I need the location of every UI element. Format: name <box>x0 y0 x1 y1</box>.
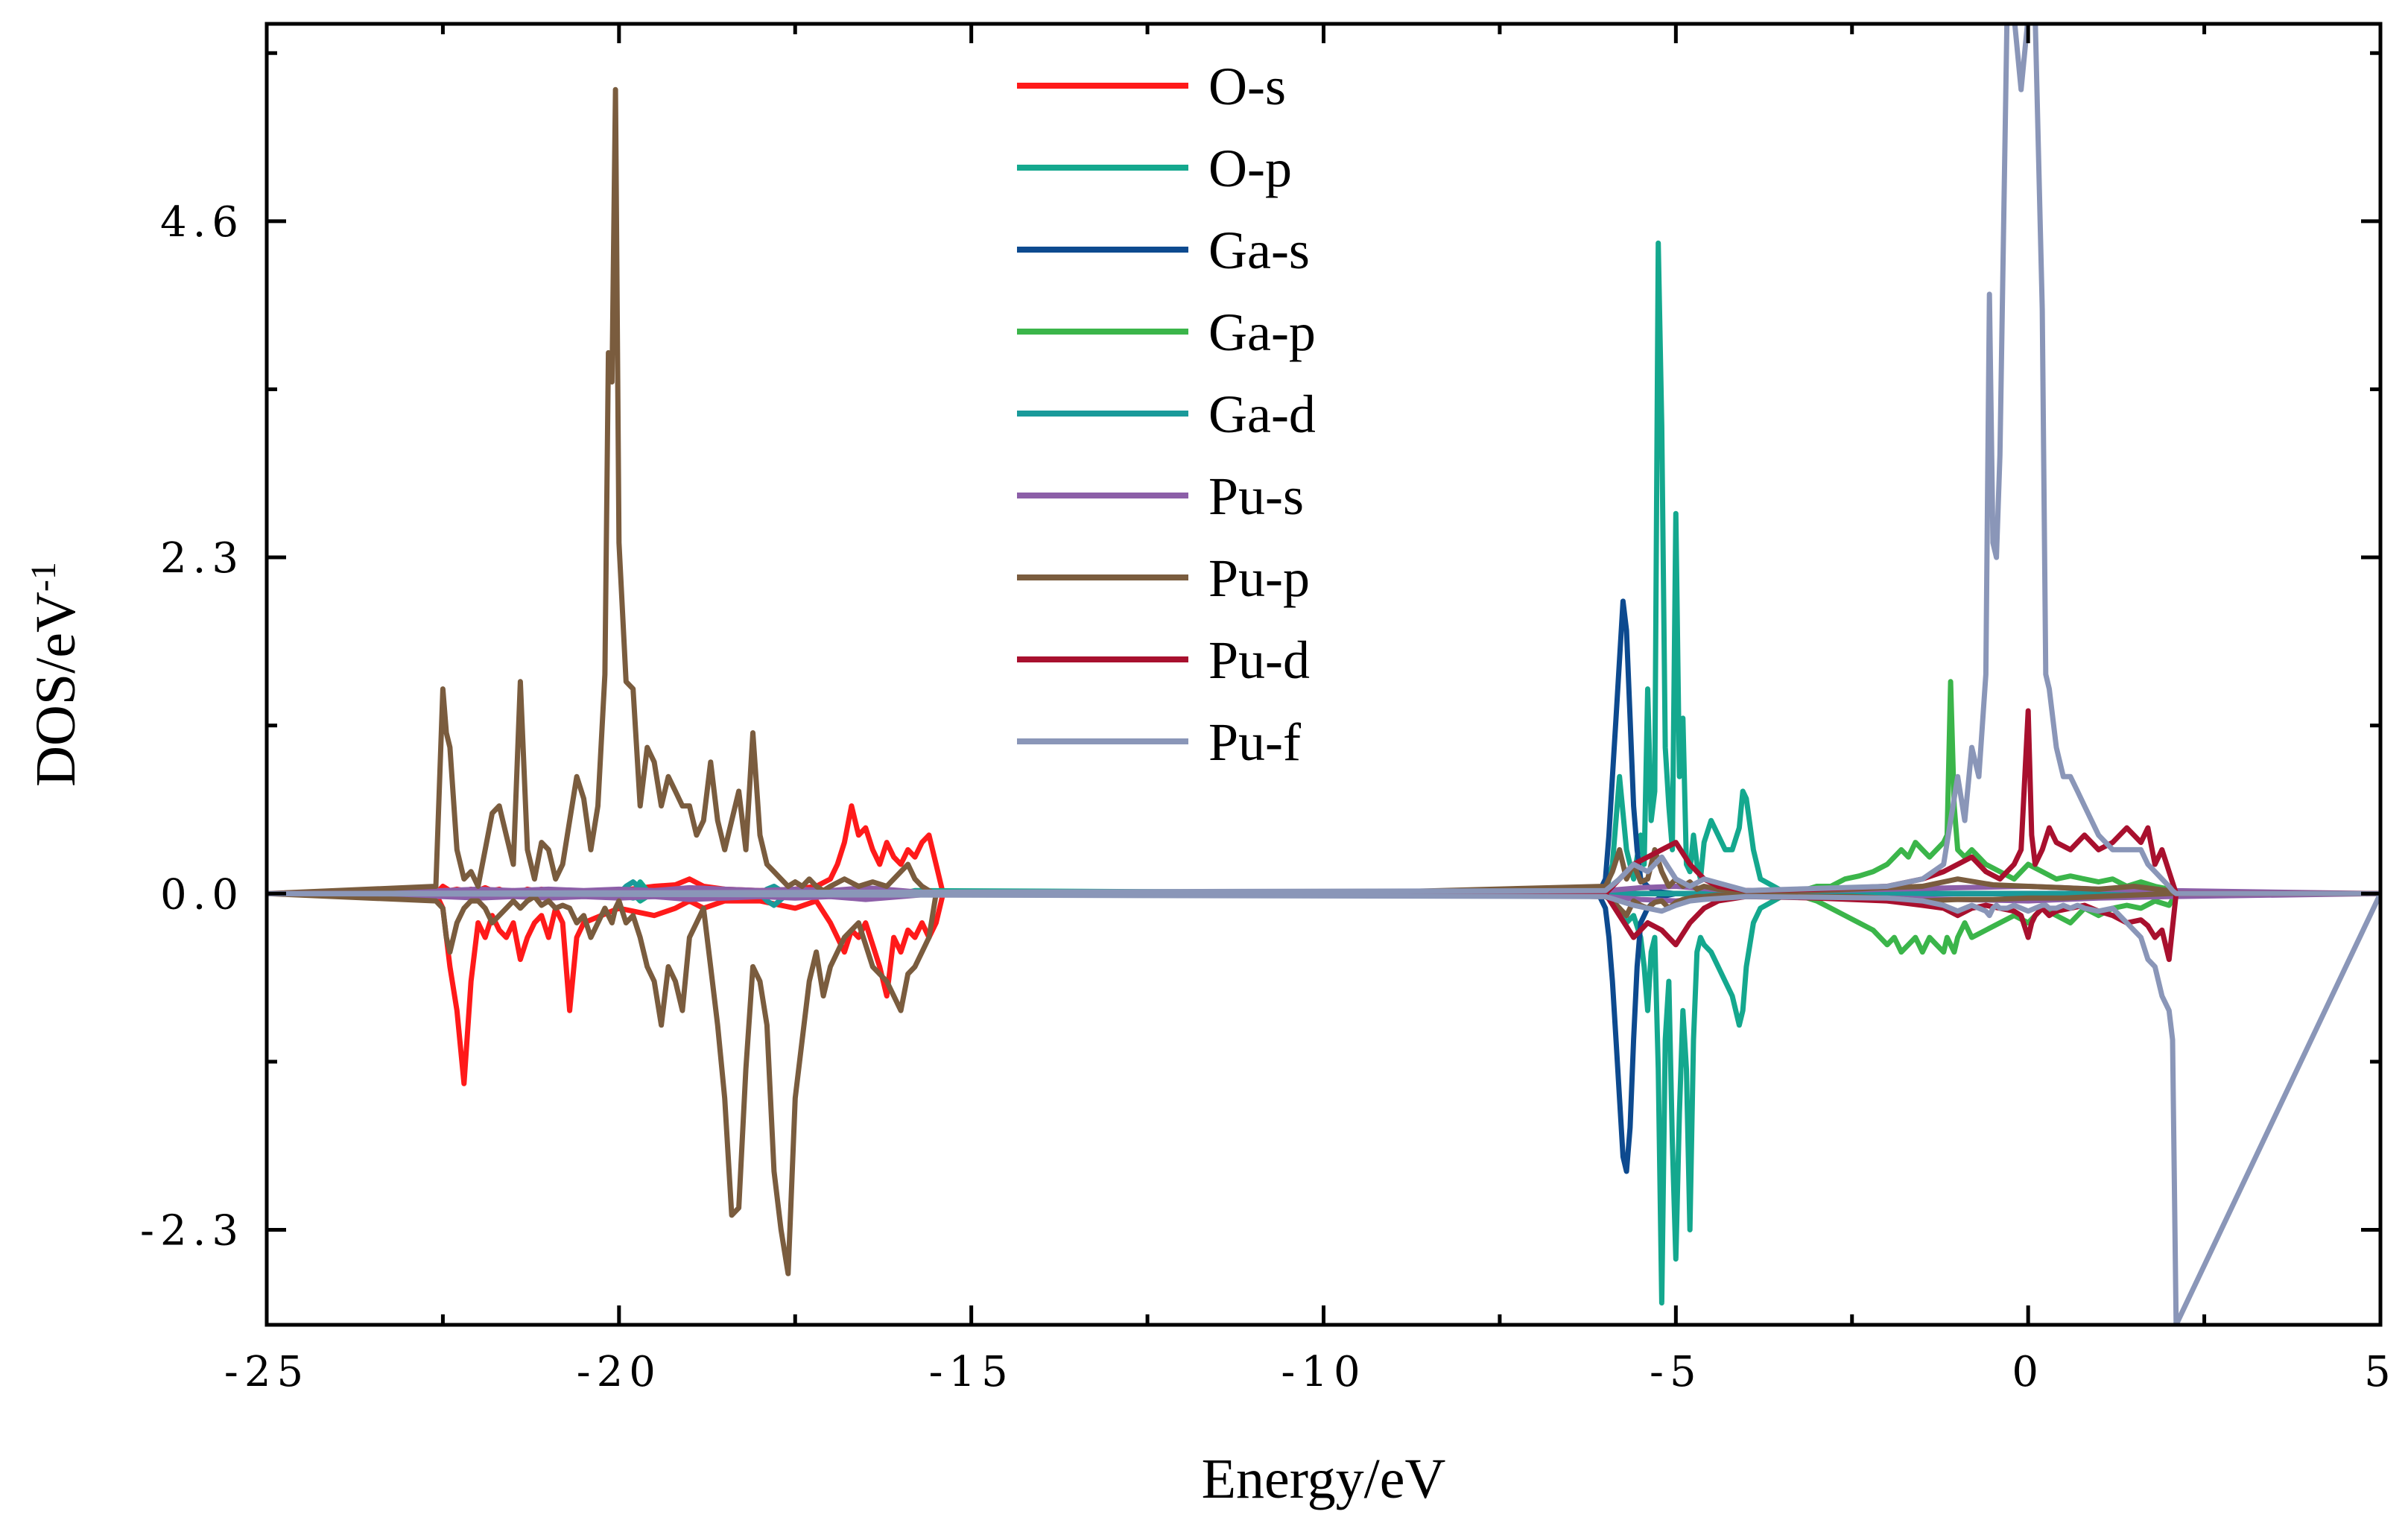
y-tick-label: 2.3 <box>160 534 244 583</box>
legend-label: O-p <box>1208 139 1292 198</box>
series-ga-s-down <box>267 890 2380 1174</box>
series-pu-f-up <box>267 24 2380 896</box>
x-tick-label: -15 <box>929 1348 1014 1396</box>
series-ga-p-up <box>267 679 2380 896</box>
series-o-p-down <box>267 890 2380 1306</box>
legend-label: Ga-p <box>1208 303 1316 362</box>
y-tick-label: -2.3 <box>140 1206 244 1255</box>
series-o-s-up <box>267 803 2380 896</box>
legend: O-s O-p Ga-s Ga-p Ga-d Pu-s Pu-p Pu-d Pu-f <box>1017 57 1316 772</box>
x-tick-label: 5 <box>2364 1348 2397 1396</box>
tick-labels-layer: -25 -20 -15 -10 -5 0 5 -2.3 0.0 2.3 4.6 <box>140 198 2397 1396</box>
y-axis-title-main: DOS/eV <box>25 592 87 787</box>
series-pu-p-up <box>267 86 2380 896</box>
ticks-layer <box>264 24 2383 1325</box>
x-tick-label: -10 <box>1281 1348 1366 1396</box>
y-tick-label: 0.0 <box>160 870 244 919</box>
legend-label: O-s <box>1208 57 1286 116</box>
legend-label: Pu-p <box>1208 548 1310 608</box>
series-pu-p-down <box>267 890 2380 1276</box>
x-tick-label: -20 <box>577 1348 662 1396</box>
y-axis-title: DOS/eV-1 <box>24 562 88 787</box>
legend-label: Pu-s <box>1208 466 1304 526</box>
legend-label: Ga-s <box>1208 221 1310 280</box>
x-tick-label: -25 <box>224 1348 309 1396</box>
series-ga-s-up <box>267 598 2380 896</box>
legend-label: Pu-d <box>1208 630 1310 690</box>
series-pu-d-up <box>267 708 2380 896</box>
series-pu-d-down <box>267 890 2380 963</box>
x-tick-label: 0 <box>2012 1348 2044 1396</box>
series-pu-f-down <box>267 890 2380 1325</box>
plot-frame <box>264 22 2383 1327</box>
y-axis-title-sup: -1 <box>24 562 63 592</box>
legend-label: Pu-f <box>1208 712 1301 772</box>
x-tick-label: -5 <box>1650 1348 1702 1396</box>
y-tick-label: 4.6 <box>160 198 244 247</box>
series-layer <box>267 24 2380 1325</box>
legend-label: Ga-d <box>1208 384 1316 444</box>
x-axis-title: Energy/eV <box>1202 1448 1446 1510</box>
